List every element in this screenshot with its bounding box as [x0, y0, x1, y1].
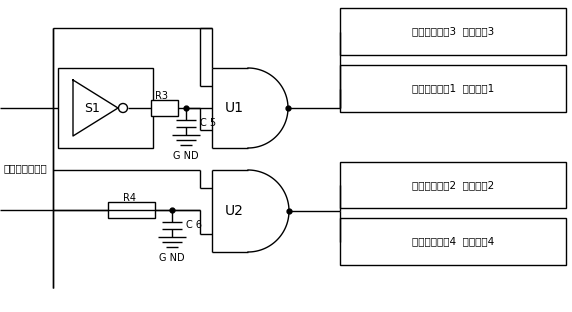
Bar [340, 65, 566, 112]
Text: U1: U1 [224, 101, 244, 115]
Bar [108, 202, 155, 218]
Text: R4: R4 [124, 193, 137, 203]
Text: 单片机输出信号: 单片机输出信号 [3, 163, 47, 173]
Text: S1: S1 [84, 101, 100, 115]
Text: C 6: C 6 [186, 221, 202, 231]
Text: G ND: G ND [173, 151, 199, 161]
Text: C 5: C 5 [200, 119, 216, 129]
Text: G ND: G ND [159, 253, 185, 263]
Bar [151, 100, 178, 116]
Text: 驱动隔离电路2  驱动信号2: 驱动隔离电路2 驱动信号2 [412, 180, 494, 190]
Text: 驱动隔离电路4  驱动信号4: 驱动隔离电路4 驱动信号4 [412, 236, 494, 246]
Bar [340, 162, 566, 208]
Text: 驱动隔离电路3  驱动信号3: 驱动隔离电路3 驱动信号3 [412, 27, 494, 37]
Bar [58, 68, 153, 148]
Bar [340, 8, 566, 55]
Bar [340, 218, 566, 265]
Text: U2: U2 [225, 204, 244, 218]
Text: 驱动隔离电路1  驱动信号1: 驱动隔离电路1 驱动信号1 [412, 84, 494, 94]
Text: R3: R3 [154, 91, 168, 101]
